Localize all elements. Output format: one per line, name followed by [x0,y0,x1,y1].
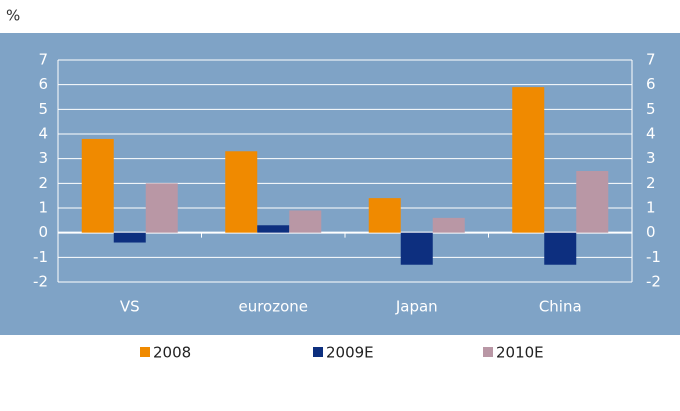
y2-tick-label: -1 [646,248,661,266]
y-tick-label: 3 [38,149,48,167]
x-tick-label: Japan [395,298,438,316]
bar [81,138,114,233]
bar [257,225,290,233]
y2-tick-label: 2 [646,174,656,192]
y-tick-label: 0 [38,223,48,241]
bar [368,198,401,233]
y-tick-label: 6 [38,75,48,93]
legend-swatch [313,347,323,357]
y2-tick-label: 0 [646,223,656,241]
y-tick-label: 4 [38,125,48,143]
y-tick-label: 1 [38,199,48,217]
bar [432,217,465,233]
legend-swatch [140,347,150,357]
y-tick-label: -1 [33,248,48,266]
y2-tick-label: 5 [646,100,656,118]
unit-label: % [6,7,20,25]
x-tick-label: China [539,298,582,316]
bar [145,183,178,233]
y-tick-label: 2 [38,174,48,192]
bar [113,232,146,243]
y2-tick-label: 4 [646,125,656,143]
x-tick-label: VS [120,298,140,316]
x-tick-label: eurozone [238,298,308,316]
bar [225,151,258,233]
legend-label: 2009E [326,344,374,362]
y-tick-label: -2 [33,273,48,291]
legend-swatch [483,347,493,357]
legend-label: 2010E [496,344,544,362]
y2-tick-label: -2 [646,273,661,291]
y2-tick-label: 1 [646,199,656,217]
bar [289,210,322,233]
bar [512,87,545,233]
bar [400,232,433,265]
y2-tick-label: 3 [646,149,656,167]
bar [576,171,609,233]
y2-tick-label: 6 [646,75,656,93]
y-tick-label: 7 [38,51,48,69]
legend-label: 2008 [153,344,191,362]
y2-tick-label: 7 [646,51,656,69]
bar [544,232,577,265]
y-tick-label: 5 [38,100,48,118]
